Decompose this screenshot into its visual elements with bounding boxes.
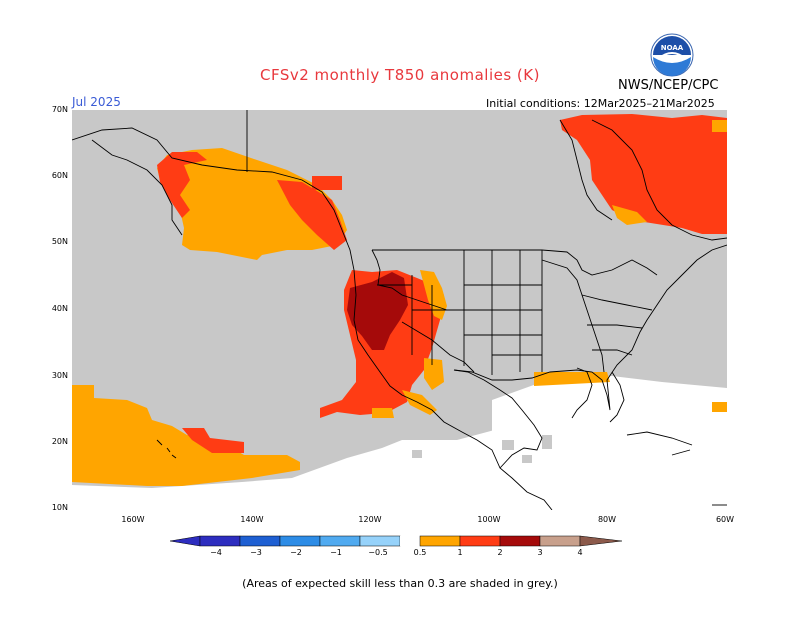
lon-label-100w: 100W bbox=[477, 515, 501, 524]
lat-label-20n: 20N bbox=[51, 437, 68, 446]
anomaly-map bbox=[72, 110, 727, 510]
svg-text:NOAA: NOAA bbox=[661, 44, 684, 52]
lon-label-140w: 140W bbox=[240, 515, 264, 524]
lon-label-80w: 80W bbox=[597, 515, 617, 524]
lon-label-60w: 60W bbox=[715, 515, 735, 524]
skill-footnote: (Areas of expected skill less than 0.3 a… bbox=[242, 577, 558, 590]
colorbar-label-m1: −1 bbox=[330, 548, 342, 557]
lat-label-30n: 30N bbox=[51, 371, 68, 380]
lat-label-50n: 50N bbox=[51, 237, 68, 246]
colorbar-label-p3: 3 bbox=[537, 548, 543, 557]
colorbar-label-p1: 1 bbox=[457, 548, 463, 557]
initial-conditions: Initial conditions: 12Mar2025–21Mar2025 bbox=[486, 97, 715, 110]
lat-label-70n: 70N bbox=[51, 105, 68, 114]
colorbar-label-p2: 2 bbox=[497, 548, 503, 557]
organization-label: NWS/NCEP/CPC bbox=[618, 78, 719, 93]
forecast-month: Jul 2025 bbox=[72, 95, 121, 109]
colorbar-label-m4: −4 bbox=[210, 548, 222, 557]
lat-label-10n: 10N bbox=[51, 503, 68, 512]
color-scale-bar bbox=[170, 535, 623, 547]
colorbar-label-m3: −3 bbox=[250, 548, 262, 557]
map-title: CFSv2 monthly T850 anomalies (K) bbox=[260, 66, 540, 84]
colorbar-label-p05: 0.5 bbox=[413, 548, 427, 557]
noaa-logo-icon: NOAA bbox=[650, 33, 694, 77]
lat-label-60n: 60N bbox=[51, 171, 68, 180]
lon-label-120w: 120W bbox=[358, 515, 382, 524]
colorbar-label-p4: 4 bbox=[577, 548, 583, 557]
lat-label-40n: 40N bbox=[51, 304, 68, 313]
colorbar-label-m2: −2 bbox=[290, 548, 302, 557]
colorbar-label-m05: −0.5 bbox=[368, 548, 388, 557]
lon-label-160w: 160W bbox=[121, 515, 145, 524]
